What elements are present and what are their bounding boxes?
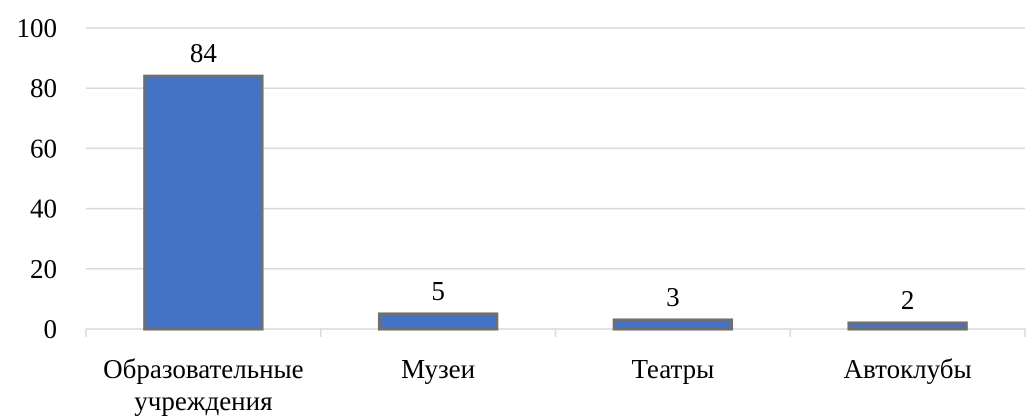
bars (143, 74, 968, 331)
y-axis-tick-labels: 0 20 40 60 80 100 (17, 13, 58, 344)
y-tick-label: 80 (30, 73, 57, 103)
bar (143, 74, 264, 331)
y-tick-label: 20 (30, 254, 57, 284)
y-tick-label: 40 (30, 194, 57, 224)
y-tick-label: 60 (30, 133, 57, 163)
data-labels: 84 5 3 2 (190, 38, 915, 315)
bar (377, 312, 499, 331)
data-label: 3 (666, 282, 680, 312)
bar (847, 321, 968, 331)
bar (612, 318, 734, 331)
x-category-label: учреждения (134, 386, 272, 416)
y-tick-label: 0 (44, 314, 58, 344)
y-tick-label: 100 (17, 13, 58, 43)
data-label: 5 (431, 276, 445, 306)
data-label: 84 (190, 38, 218, 68)
data-label: 2 (901, 285, 915, 315)
x-category-label: Автоклубы (844, 354, 972, 384)
x-category-label: Музеи (401, 354, 475, 384)
x-category-label: Театры (631, 354, 714, 384)
x-category-label: Образовательные (103, 354, 304, 384)
